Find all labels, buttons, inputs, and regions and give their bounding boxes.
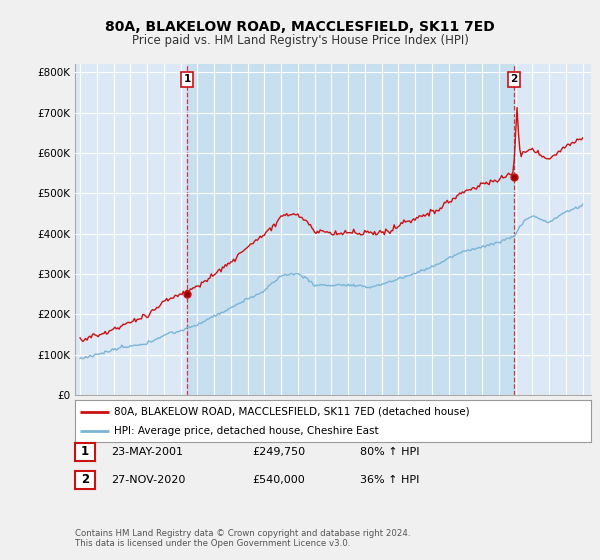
Text: HPI: Average price, detached house, Cheshire East: HPI: Average price, detached house, Ches… [114, 426, 379, 436]
Text: 2: 2 [511, 74, 518, 85]
Text: 36% ↑ HPI: 36% ↑ HPI [360, 475, 419, 485]
Text: 23-MAY-2001: 23-MAY-2001 [111, 447, 183, 457]
Text: 1: 1 [184, 74, 191, 85]
Text: £249,750: £249,750 [252, 447, 305, 457]
Text: £540,000: £540,000 [252, 475, 305, 485]
Text: 80% ↑ HPI: 80% ↑ HPI [360, 447, 419, 457]
Text: Contains HM Land Registry data © Crown copyright and database right 2024.: Contains HM Land Registry data © Crown c… [75, 529, 410, 538]
Text: Price paid vs. HM Land Registry's House Price Index (HPI): Price paid vs. HM Land Registry's House … [131, 34, 469, 46]
Text: This data is licensed under the Open Government Licence v3.0.: This data is licensed under the Open Gov… [75, 539, 350, 548]
Text: 2: 2 [81, 473, 89, 487]
Text: 80A, BLAKELOW ROAD, MACCLESFIELD, SK11 7ED (detached house): 80A, BLAKELOW ROAD, MACCLESFIELD, SK11 7… [114, 407, 469, 417]
Text: 1: 1 [81, 445, 89, 459]
Text: 27-NOV-2020: 27-NOV-2020 [111, 475, 185, 485]
Text: 80A, BLAKELOW ROAD, MACCLESFIELD, SK11 7ED: 80A, BLAKELOW ROAD, MACCLESFIELD, SK11 7… [105, 20, 495, 34]
Bar [187, 64, 514, 395]
